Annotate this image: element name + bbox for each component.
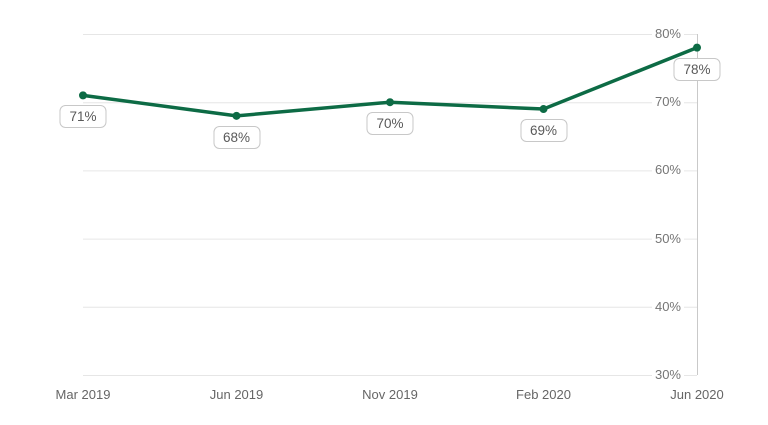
data-label-callout: 70% [366,112,414,136]
data-label-callout: 78% [673,57,721,81]
data-point-marker [386,98,394,107]
x-axis-tick-label: Mar 2019 [55,387,111,402]
data-point-marker [79,91,87,100]
x-axis-tick-label: Jun 2019 [209,387,264,402]
x-axis-tick-label: Nov 2019 [362,387,418,402]
x-axis-tick-label: Feb 2020 [516,387,571,402]
y-axis-tick-label: 70% [651,93,684,112]
data-label-callout: 68% [212,125,261,149]
data-point-marker [232,111,241,120]
y-axis-tick-label: 80% [651,25,684,43]
x-axis-tick-label: Jun 2020 [670,387,724,402]
data-point-marker [693,43,701,52]
y-axis-tick-label: 60% [651,161,684,180]
data-point-marker [539,105,548,114]
y-axis-tick-label: 30% [651,366,684,384]
data-label-callout: 69% [519,119,568,143]
y-axis-tick-label: 50% [651,229,684,248]
data-label-callout: 71% [59,105,107,129]
y-axis-tick-label: 40% [651,297,684,316]
